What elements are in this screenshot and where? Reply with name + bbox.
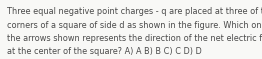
Text: Three equal negative point charges - q are placed at three of the: Three equal negative point charges - q a…: [7, 7, 262, 16]
Text: at the center of the square? A) A B) B C) C D) D: at the center of the square? A) A B) B C…: [7, 47, 202, 56]
Text: the arrows shown represents the direction of the net electric field: the arrows shown represents the directio…: [7, 34, 262, 43]
Text: corners of a square of side d as shown in the figure. Which one of: corners of a square of side d as shown i…: [7, 21, 262, 30]
